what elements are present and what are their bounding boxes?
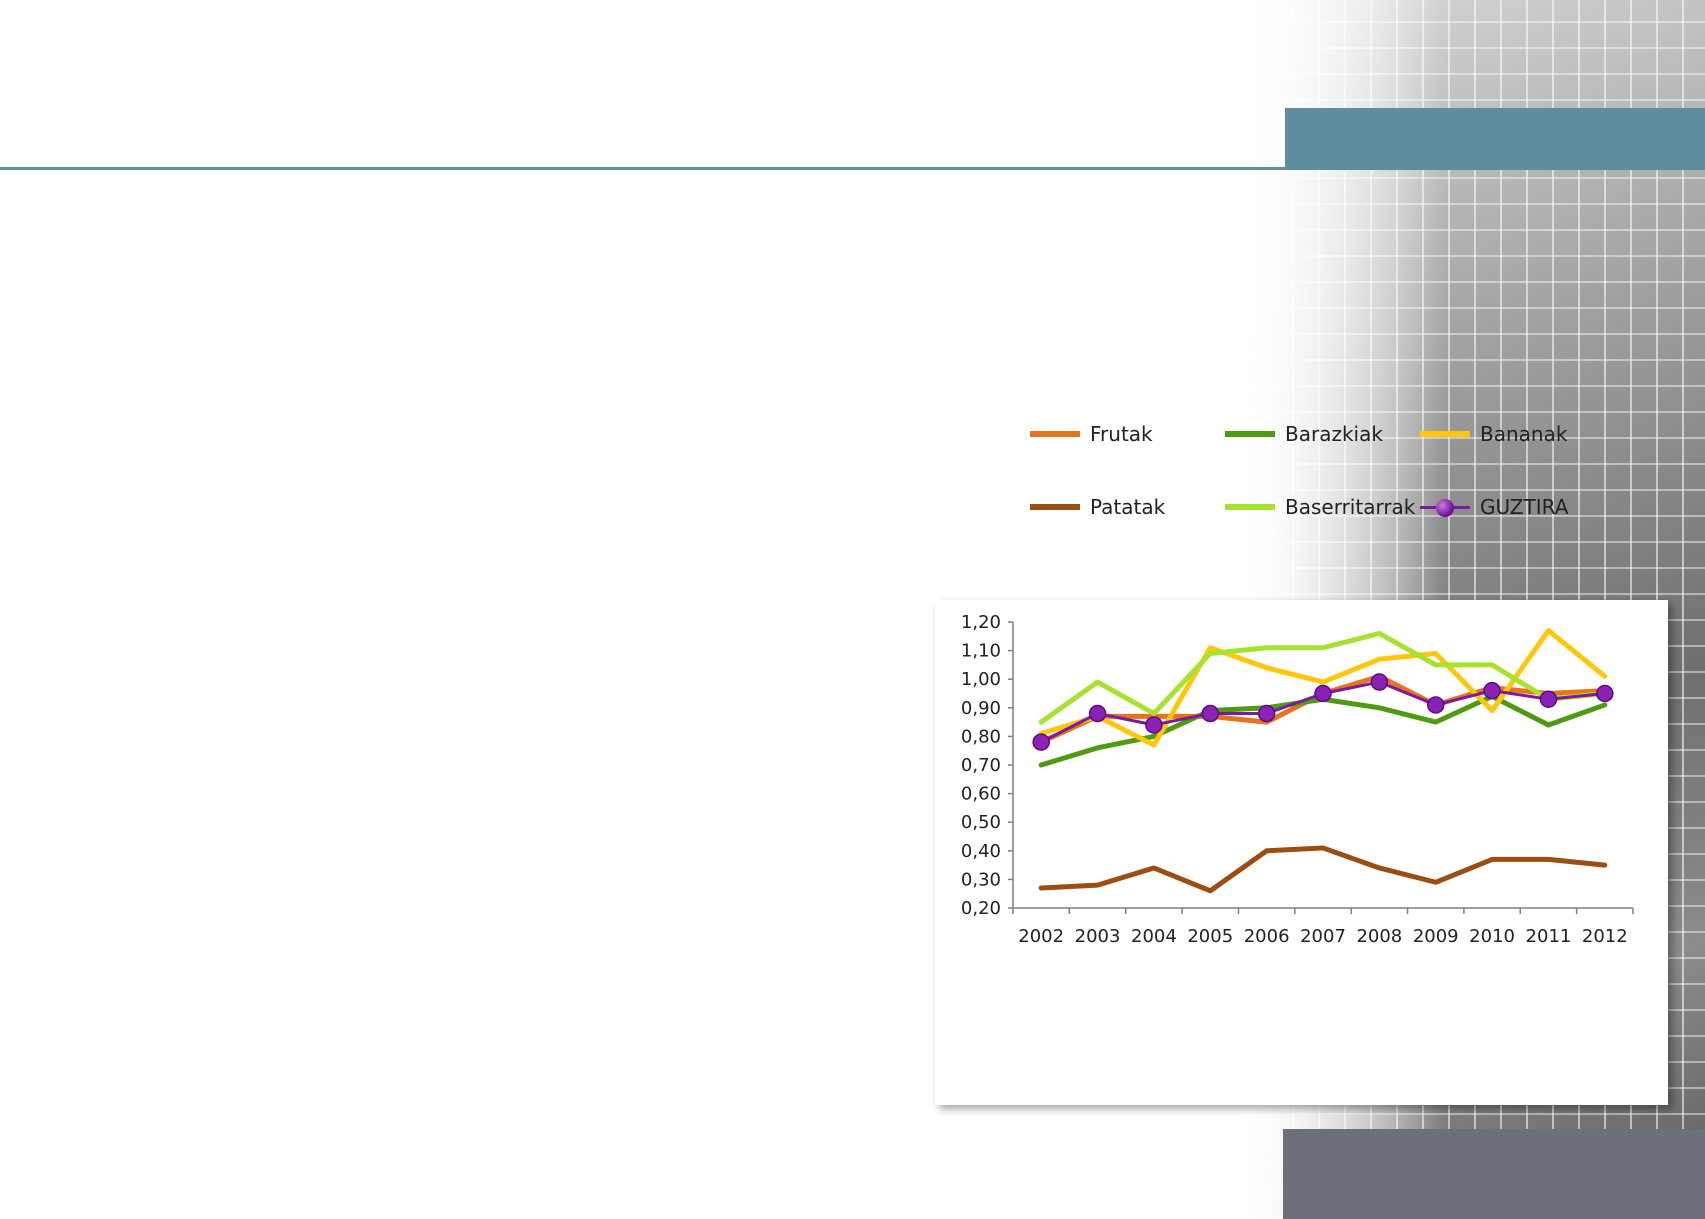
y-tick-label: 0,90 [961,698,1001,719]
series-point-guztira [1314,684,1332,703]
y-tick-label: 0,80 [961,726,1001,747]
series-point-guztira [1201,704,1220,723]
legend-label-patatak: Patatak [1090,495,1166,519]
y-tick-label: 0,50 [961,812,1001,833]
legend-swatch-guztira [1420,498,1470,517]
x-tick-label: 2006 [1244,926,1290,947]
y-tick-label: 0,30 [961,869,1001,890]
y-tick-label: 1,20 [961,612,1001,633]
legend-label-bananak: Bananak [1480,422,1568,446]
legend-label-barazkiak: Barazkiak [1285,422,1383,446]
legend-swatch-patatak [1030,504,1080,510]
legend-label-frutak: Frutak [1090,422,1153,446]
x-tick-label: 2012 [1582,926,1628,947]
series-point-guztira [1032,733,1050,751]
series-point-guztira [1370,673,1389,691]
x-tick-label: 2004 [1131,926,1177,947]
x-tick-label: 2011 [1526,926,1572,947]
chart-panel: 1,20 1,10 1,00 0,90 0,80 0,70 0,60 0,50 0,40 0,30… [935,422,1668,1105]
legend-label-baserritarrak: Baserritarrak [1285,495,1416,519]
legend-swatch-frutak [1030,431,1080,437]
legend-item-bananak: Bananak [1420,422,1567,446]
series-line-baserritarrak [1038,630,1608,725]
series-point-guztira [1483,681,1501,700]
series-line-bananak [1038,628,1608,748]
series-point-guztira [1088,704,1107,723]
legend-marker-guztira [1436,498,1454,517]
header-accent-band [1285,108,1705,170]
legend-item-patatak: Patatak [1030,495,1165,519]
legend-item-barazkiak: Barazkiak [1225,422,1383,446]
x-tick-label: 2009 [1413,926,1459,947]
y-tick-label: 1,00 [961,669,1001,690]
y-tick-label: 0,70 [961,755,1001,776]
x-tick-label: 2007 [1300,926,1346,947]
line-chart: 1,20 1,10 1,00 0,90 0,80 0,70 0,60 0,50 0,40 0,30… [961,612,1634,947]
series-point-guztira [1145,716,1163,734]
y-tick-label: 0,20 [961,898,1001,919]
series-point-guztira [1539,690,1558,708]
y-tick-label: 1,10 [961,641,1001,662]
x-tick-label: 2010 [1469,926,1515,947]
legend-swatch-barazkiak [1225,431,1275,437]
legend-item-frutak: Frutak [1030,422,1153,446]
series-line-patatak [1038,845,1608,894]
x-tick-label: 2003 [1075,926,1121,947]
footer-accent-band [1283,1129,1705,1219]
chart-legend: Frutak Barazkiak Bananak Patatak Baserritarr… [935,422,1668,1105]
y-tick-label: 0,40 [961,841,1001,862]
series-point-guztira [1257,704,1276,723]
legend-swatch-baserritarrak [1225,504,1275,510]
x-tick-label: 2008 [1356,926,1402,947]
legend-item-baserritarrak: Baserritarrak [1225,495,1415,519]
series-point-guztira [1426,696,1445,714]
x-tick-label: 2005 [1187,926,1233,947]
legend-label-guztira: GUZTIRA [1480,495,1569,519]
legend-swatch-bananak [1420,431,1470,437]
header-divider-line [0,167,1290,170]
legend-item-guztira: GUZTIRA [1420,495,1568,519]
x-tick-label: 2002 [1018,926,1064,947]
series-point-guztira [1596,684,1614,703]
y-tick-label: 0,60 [961,784,1001,805]
